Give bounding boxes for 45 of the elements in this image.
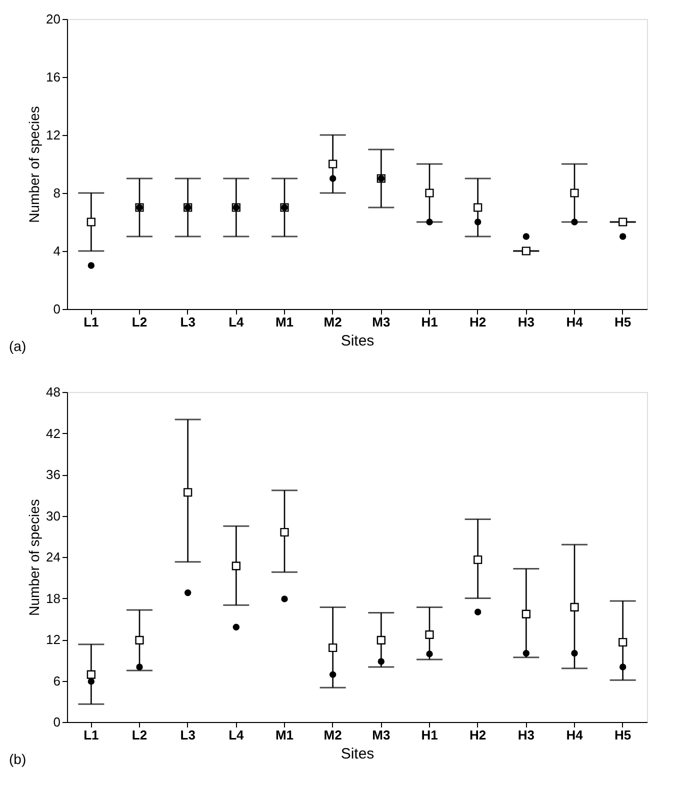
y-tick-label: 16 (46, 70, 60, 84)
y-tick-label: 0 (53, 302, 60, 316)
y-tick-label: 36 (46, 467, 60, 482)
y-tick-label: 12 (46, 128, 60, 142)
x-tick-label: H2 (470, 314, 486, 330)
y-tick-label: 48 (46, 384, 60, 400)
x-tick-label: H2 (470, 728, 486, 742)
x-tick-label: L1 (84, 728, 99, 742)
x-axis-title: Sites (340, 746, 374, 762)
x-tick-label: H4 (566, 728, 584, 742)
y-tick-label: 8 (53, 186, 60, 200)
text: (b) (9, 751, 26, 767)
x-tick-label: L2 (132, 728, 148, 742)
x-axis-title: Sites (340, 332, 374, 350)
y-tick-label: 30 (46, 508, 60, 524)
x-tick-label: H5 (614, 314, 632, 330)
text: (a) (9, 338, 26, 354)
x-tick-label: M1 (275, 314, 294, 330)
y-tick-label: 12 (46, 632, 60, 647)
x-tick-label: L2 (132, 314, 148, 330)
x-tick-label: L4 (228, 728, 245, 742)
x-tick-label: H5 (614, 728, 632, 742)
x-tick-label: M1 (275, 728, 294, 742)
x-tick-label: H1 (421, 314, 438, 330)
y-tick-label: 18 (46, 590, 60, 606)
x-tick-label: M2 (324, 314, 342, 330)
x-tick-label: M3 (372, 314, 390, 330)
x-tick-label: M2 (324, 728, 342, 742)
y-tick-label: 4 (53, 244, 60, 258)
x-tick-label: H4 (566, 314, 584, 330)
x-tick-label: L1 (84, 314, 99, 330)
x-tick-label: M3 (372, 728, 390, 742)
y-axis-title: Number of species (26, 499, 42, 616)
x-tick-label: L3 (180, 314, 196, 330)
x-tick-label: L3 (180, 728, 196, 742)
y-tick-label: 6 (53, 673, 60, 688)
x-tick-label: H1 (421, 728, 438, 742)
y-tick-label: 20 (46, 12, 60, 26)
y-tick-label: 42 (46, 426, 60, 441)
y-tick-label: 0 (53, 714, 60, 730)
x-tick-label: H3 (518, 728, 534, 742)
x-tick-label: L4 (228, 314, 245, 330)
y-tick-label: 24 (46, 550, 60, 564)
y-axis-title: Number of species (26, 106, 42, 223)
x-tick-label: H3 (518, 314, 534, 330)
